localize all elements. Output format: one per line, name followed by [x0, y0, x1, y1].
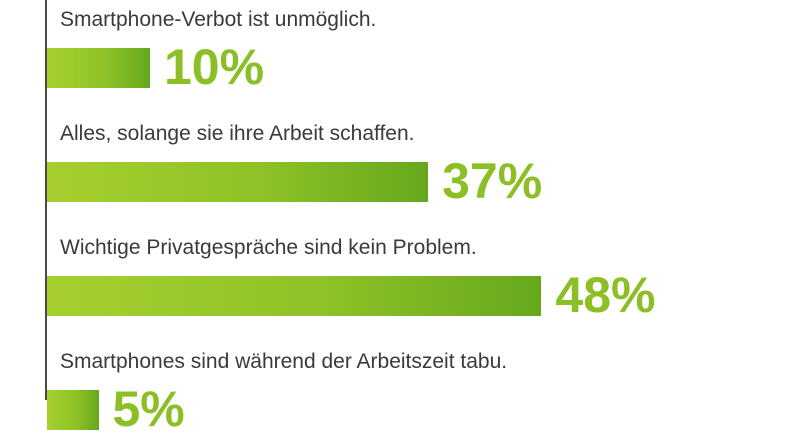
value-label: 37%	[442, 153, 543, 209]
category-label: Smartphone-Verbot ist unmöglich.	[60, 8, 377, 31]
bar	[47, 390, 99, 430]
bar	[47, 48, 150, 88]
bar	[47, 162, 429, 202]
category-label: Wichtige Privatgespräche sind kein Probl…	[60, 236, 477, 259]
bar	[47, 276, 542, 316]
value-label: 10%	[164, 39, 265, 95]
category-label: Alles, solange sie ihre Arbeit schaffen.	[60, 122, 415, 145]
axis-line	[45, 0, 47, 400]
value-label: 5%	[112, 381, 185, 437]
value-label: 48%	[555, 267, 656, 323]
category-label: Smartphones sind während der Arbeitszeit…	[60, 350, 508, 373]
